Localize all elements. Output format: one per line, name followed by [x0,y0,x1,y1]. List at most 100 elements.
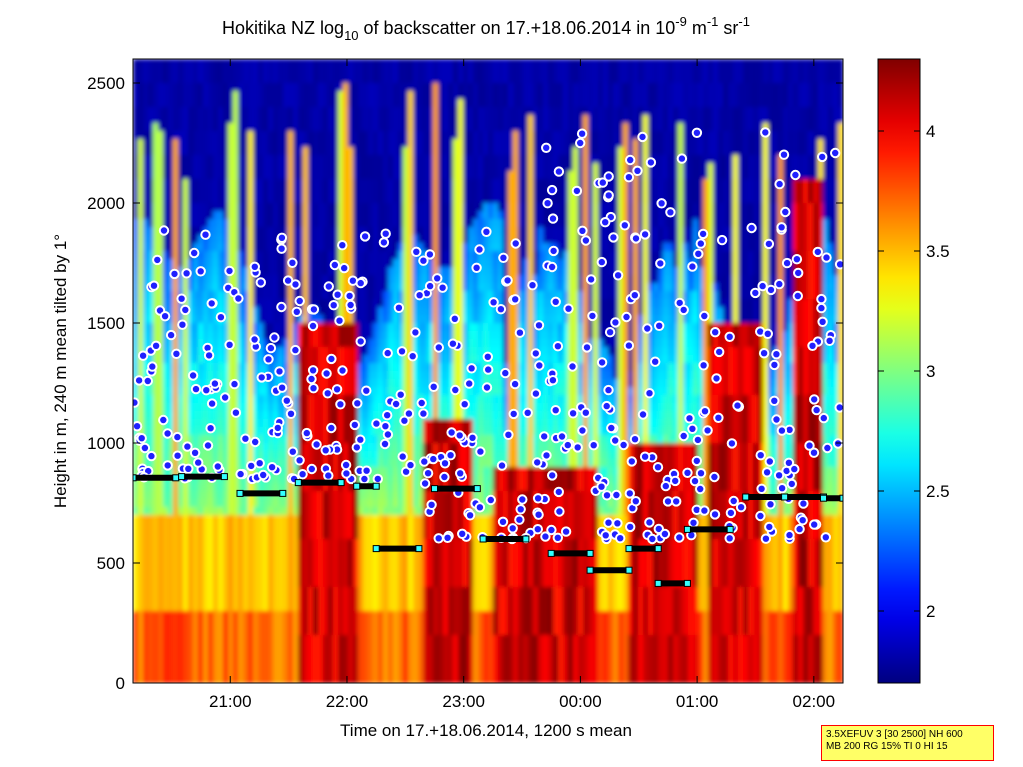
particle-marker [532,493,544,504]
particle-marker [580,407,591,418]
particle-marker [393,302,405,313]
particle-marker [639,451,651,462]
particle-marker [263,354,274,365]
particle-marker [533,320,545,331]
particle-marker [136,433,147,444]
particle-marker [709,471,720,483]
particle-marker [763,238,775,250]
particle-marker [639,229,651,240]
particle-marker [290,279,301,290]
particle-marker [530,348,541,359]
particle-marker [256,372,267,383]
particle-marker [606,422,617,434]
particle-marker [266,462,278,473]
particle-marker [258,469,269,481]
colorbar-ticks: 2 2.5 3 3.5 4 [878,122,950,621]
particle-marker [546,524,557,536]
particle-marker [674,532,685,543]
particle-marker [180,304,191,316]
particle-marker [200,229,211,240]
particle-marker [291,306,302,317]
particle-marker [792,290,803,302]
particle-marker [148,280,160,291]
cloud-base-marker [133,474,137,482]
y-tick-label: 500 [97,554,125,573]
particle-marker [485,494,496,506]
particle-marker [285,408,297,419]
particle-marker [215,312,227,323]
particle-marker [776,222,787,233]
particle-marker [794,523,805,535]
particle-marker [382,429,394,440]
particle-marker [629,290,640,301]
particle-marker [820,532,831,543]
particle-marker [550,296,561,307]
particle-marker [297,469,308,480]
y-tick-label: 2500 [87,74,125,93]
particle-marker [502,275,513,286]
cloud-base-marker [236,489,244,497]
particle-marker [588,440,599,451]
particle-marker [203,350,215,361]
particle-marker [254,458,265,469]
particle-marker [274,366,285,377]
particle-marker [422,468,434,479]
cloud-base-marker [683,579,691,587]
particle-marker [817,316,828,327]
particle-marker [625,521,636,533]
cloud-base-marker [683,525,691,533]
particle-marker [498,252,509,263]
particle-marker [650,356,661,367]
particle-marker [580,235,592,246]
particle-marker [418,255,429,266]
particle-marker [698,360,709,371]
cloud-base-marker [820,494,827,502]
particle-marker [205,423,216,434]
particle-marker [349,419,360,431]
x-axis: 21:00 22:00 23:00 00:00 01:00 02:00 [209,59,835,711]
particle-marker [725,507,737,519]
particle-marker [340,459,352,471]
particle-marker [507,523,518,534]
particle-marker [428,381,439,392]
particle-marker [169,268,180,280]
particle-marker [209,378,221,389]
particle-marker [757,280,768,292]
particle-marker [424,249,436,260]
particle-marker [410,327,421,338]
particle-marker [625,154,636,166]
particle-marker [147,361,158,372]
particle-marker [189,447,201,458]
particle-marker [604,327,616,338]
particle-marker [380,228,391,239]
particle-marker [139,442,151,454]
particle-marker [596,256,607,268]
cloud-base-marker [353,482,361,490]
particle-marker [652,462,664,473]
particle-marker [762,328,773,339]
particle-marker [761,467,773,478]
particle-marker [547,213,559,224]
particle-marker [644,517,655,528]
particle-marker [133,397,140,408]
particle-marker [532,524,543,535]
particle-marker [414,290,425,301]
particle-marker [471,262,482,273]
particle-marker [654,320,665,331]
particle-marker [276,243,287,254]
particle-marker [821,252,832,263]
particle-marker [816,302,827,314]
particle-marker [495,304,507,315]
particle-marker [323,470,334,481]
particle-marker [201,385,212,396]
particle-marker [552,341,564,352]
particle-marker [755,510,766,522]
particle-marker [466,363,477,374]
particle-marker [781,257,793,269]
particle-marker [337,240,348,251]
particle-marker [459,399,470,410]
particle-marker [548,245,559,257]
particle-marker [503,429,514,440]
particle-marker [619,220,630,231]
particle-marker [355,277,366,289]
